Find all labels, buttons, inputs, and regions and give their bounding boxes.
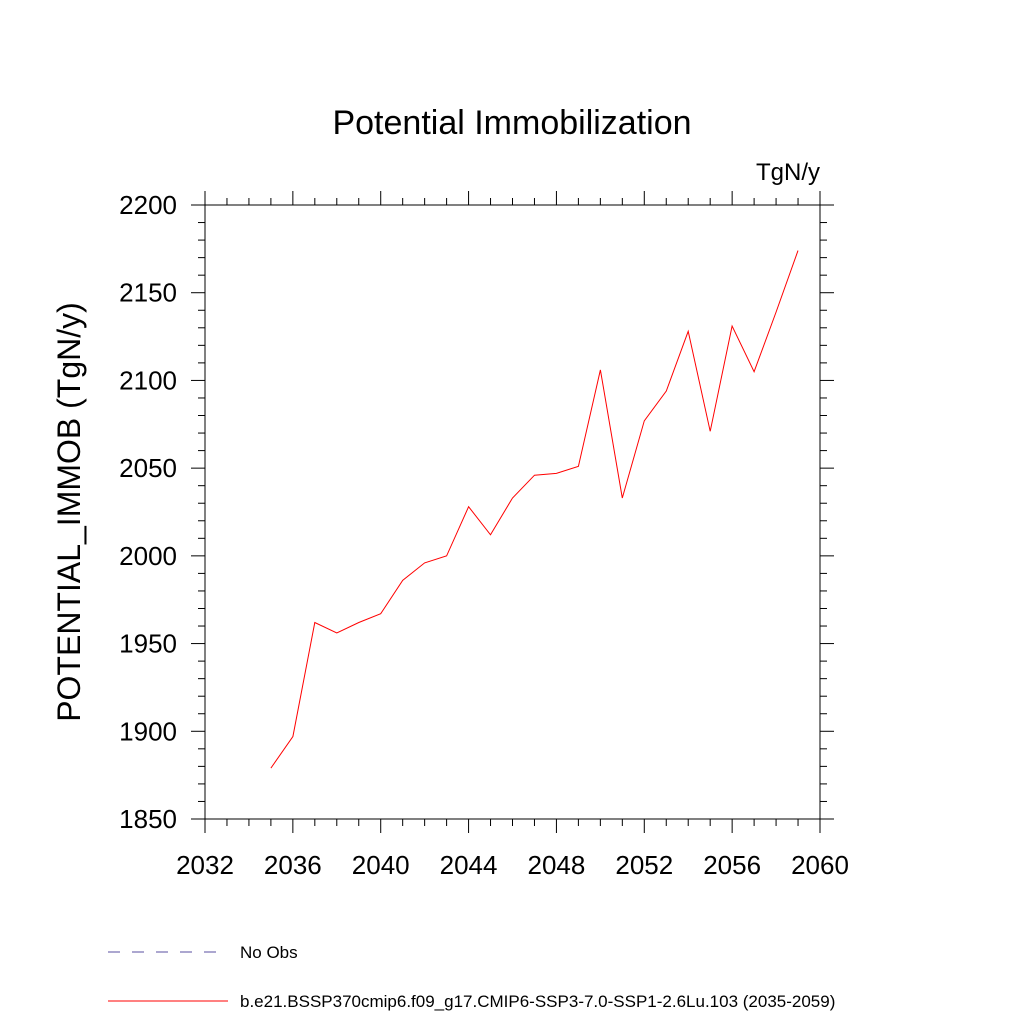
y-tick-label: 2000 bbox=[119, 541, 177, 571]
x-tick-label: 2036 bbox=[264, 850, 322, 880]
x-tick-label: 2044 bbox=[440, 850, 498, 880]
chart-title: Potential Immobilization bbox=[332, 104, 691, 142]
y-tick-label: 2050 bbox=[119, 453, 177, 483]
tick-labels: 2032 2036 2040 2044 2048 2052 2056 2060 1850 1900… bbox=[119, 190, 849, 880]
axis-ticks bbox=[191, 191, 834, 833]
x-tick-label: 2032 bbox=[176, 850, 234, 880]
x-tick-label: 2060 bbox=[791, 850, 849, 880]
plot-frame bbox=[204, 204, 821, 820]
y-tick-label: 1950 bbox=[119, 629, 177, 659]
series-group bbox=[270, 250, 799, 769]
series-line bbox=[270, 250, 799, 769]
units-label: TgN/y bbox=[756, 159, 820, 186]
y-tick-label: 2150 bbox=[119, 278, 177, 308]
legend: No Obs b.e21.BSSP370cmip6.f09_g17.CMIP6-… bbox=[108, 943, 835, 1011]
y-tick-label: 2200 bbox=[119, 190, 177, 220]
x-tick-label: 2056 bbox=[703, 850, 761, 880]
y-tick-label: 1900 bbox=[119, 716, 177, 746]
y-tick-label: 2100 bbox=[119, 365, 177, 395]
y-tick-label: 1850 bbox=[119, 804, 177, 834]
legend-label-series: b.e21.BSSP370cmip6.f09_g17.CMIP6-SSP3-7.… bbox=[240, 992, 835, 1011]
x-tick-label: 2052 bbox=[615, 850, 673, 880]
x-tick-label: 2048 bbox=[528, 850, 586, 880]
x-tick-label: 2040 bbox=[352, 850, 410, 880]
legend-label-no-obs: No Obs bbox=[240, 943, 298, 962]
y-axis-label: POTENTIAL_IMMOB (TgN/y) bbox=[51, 302, 87, 722]
